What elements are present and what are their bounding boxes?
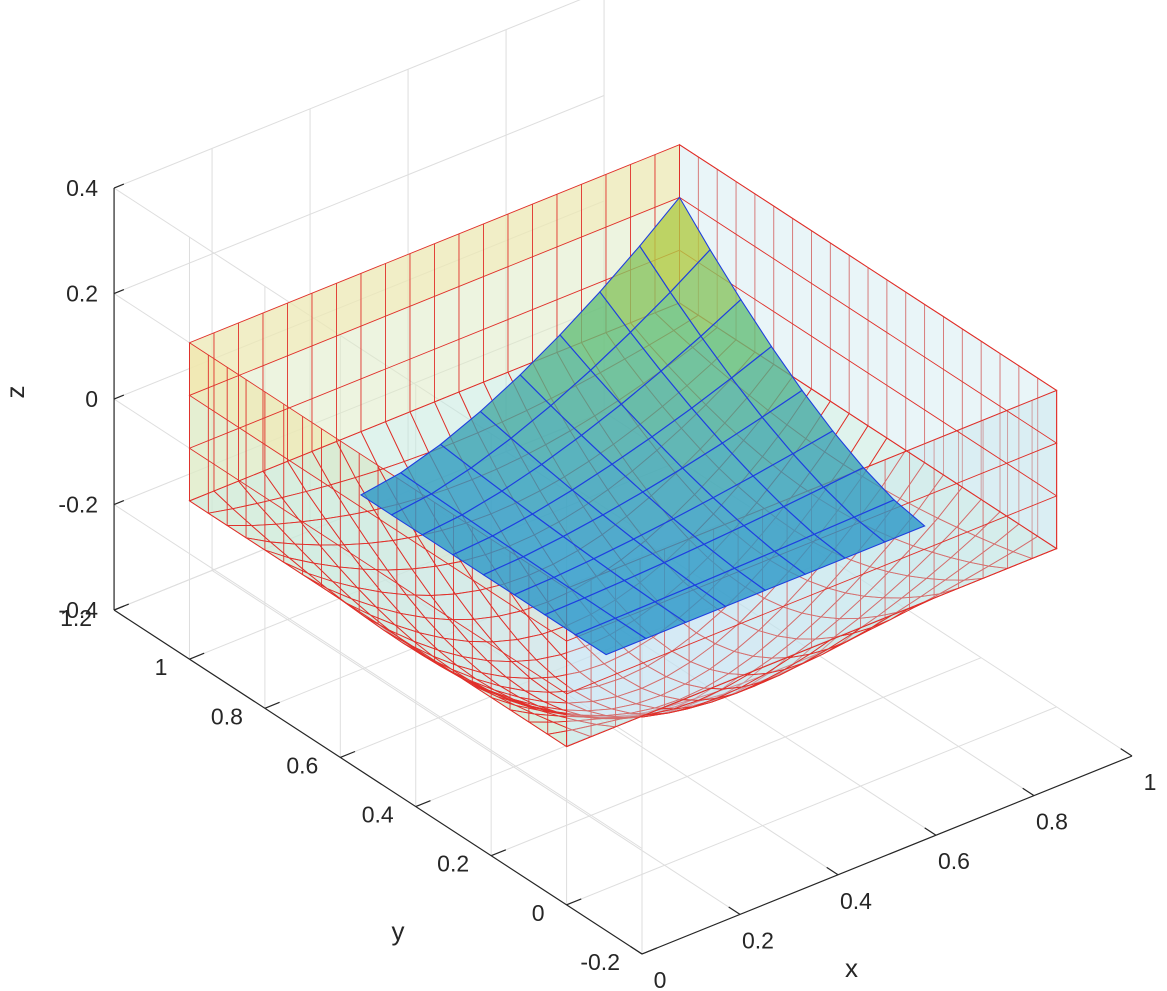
z-tick-label: 0 (85, 386, 98, 412)
x-tick-mark (728, 906, 741, 915)
box-rim-line (188, 302, 680, 747)
inner-surface-cell (853, 499, 926, 543)
x-tick-mark (924, 827, 937, 836)
y-tick-label: 0.8 (211, 703, 243, 729)
y-tick-mark (566, 898, 582, 906)
box-back-wall-cell (483, 214, 508, 383)
x-tick-label: 0.4 (840, 888, 872, 914)
z-tick-mark (113, 394, 125, 400)
grid-line (490, 657, 982, 857)
box-back-wall-cell (410, 243, 435, 412)
box-left-wall-cell (208, 354, 228, 526)
z-tick-mark (113, 183, 125, 189)
y-axis-label: y (392, 916, 405, 946)
z-tick-label: -0.4 (58, 597, 98, 623)
y-tick-label: 0.4 (362, 802, 394, 828)
box-back-wall-cell (312, 283, 337, 452)
x-tick-label: 0.6 (938, 848, 970, 874)
y-tick-label: -0.2 (580, 949, 620, 975)
x-tick-mark (1120, 748, 1133, 757)
x-tick-mark (826, 866, 839, 876)
z-tick-label: 0.2 (66, 281, 98, 307)
y-tick-label: 0 (532, 900, 545, 926)
x-axis-label: x (845, 953, 858, 983)
y-tick-label: 0.6 (286, 752, 318, 778)
box-back-wall-cell (336, 273, 361, 442)
x-tick-mark (630, 946, 643, 955)
box-left-wall-cell (189, 342, 209, 514)
inner-surface-mesh (359, 196, 926, 656)
z-axis-label: z (0, 386, 30, 399)
x-tick-mark (1022, 787, 1035, 797)
z-tick-label: 0.4 (66, 175, 98, 201)
y-tick-mark (340, 750, 356, 758)
box-back-wall-cell (557, 184, 582, 353)
grid-line (113, 95, 605, 294)
box-rim-line (188, 196, 680, 642)
box-back-wall-cell (532, 194, 557, 363)
box-back-wall-cell (361, 263, 386, 432)
y-tick-label: 1 (155, 654, 168, 680)
grid-line (211, 570, 741, 915)
box-back-wall-cell (508, 204, 533, 373)
y-axis-line (113, 609, 643, 955)
y-tick-mark (415, 800, 431, 808)
box-rim-line (188, 249, 680, 695)
box-back-wall-cell (459, 223, 484, 392)
y-tick-label: 1.2 (60, 605, 92, 631)
z-tick-label: -0.2 (58, 492, 98, 518)
z-tick-mark (113, 500, 125, 506)
grid-line (566, 706, 1057, 906)
y-tick-mark (264, 701, 280, 709)
tick-labels: 0 0.2 0.4 0.6 0.8 1 -0.2 0 0.2 0.4 0.6 0.8 1 1.2-0.4 -… (58, 175, 1156, 991)
y-tick-label: 0.2 (437, 851, 469, 877)
axis-lines (113, 183, 1133, 955)
x-tick-label: 0.8 (1036, 809, 1068, 835)
box-front-rim-line (566, 302, 1058, 748)
z-tick-mark (113, 605, 125, 611)
x-axis-line (641, 755, 1133, 955)
y-tick-mark (641, 947, 657, 955)
y-tick-mark (189, 652, 205, 660)
box-back-wall-cell (385, 253, 410, 422)
x-tick-label: 0 (654, 967, 667, 991)
y-tick-mark (490, 849, 507, 857)
x-tick-label: 1 (1144, 769, 1157, 795)
z-tick-mark (113, 289, 125, 295)
grid-line (113, 504, 643, 849)
box-front-rim-line (566, 249, 1058, 695)
x-tick-label: 0.2 (742, 927, 774, 953)
grid-line (113, 0, 581, 189)
box-back-wall-cell (434, 233, 459, 402)
